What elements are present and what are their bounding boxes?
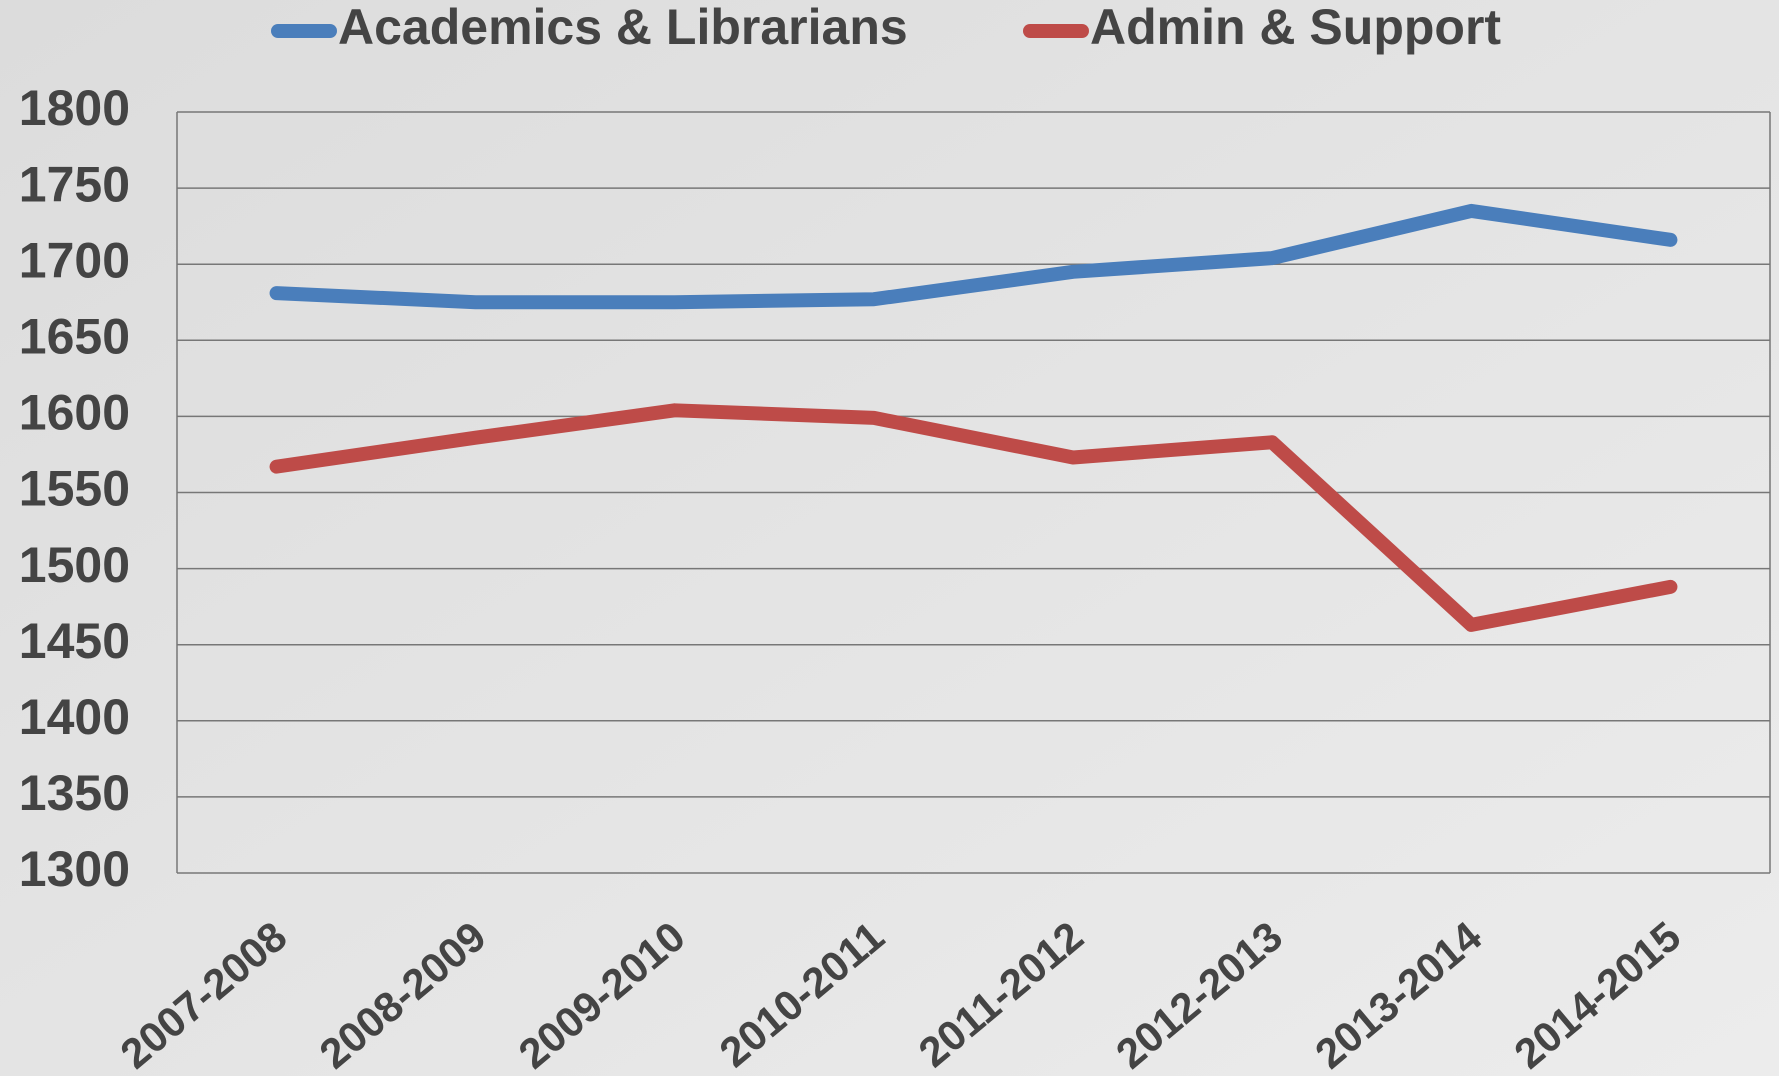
y-tick-label: 1800 <box>19 80 130 136</box>
y-tick-label: 1550 <box>19 461 130 517</box>
y-tick-label: 1600 <box>19 385 130 441</box>
legend-label: Academics & Librarians <box>338 0 908 55</box>
y-tick-label: 1750 <box>19 156 130 212</box>
legend-label: Admin & Support <box>1090 0 1501 55</box>
series-line <box>269 203 1678 310</box>
y-tick-label: 1450 <box>19 613 130 669</box>
y-tick-label: 1500 <box>19 537 130 593</box>
y-tick-label: 1300 <box>19 841 130 897</box>
y-tick-label: 1350 <box>19 765 130 821</box>
y-tick-label: 1700 <box>19 232 130 288</box>
y-tick-label: 1400 <box>19 689 130 745</box>
y-tick-label: 1650 <box>19 309 130 365</box>
series-line <box>269 403 1678 632</box>
